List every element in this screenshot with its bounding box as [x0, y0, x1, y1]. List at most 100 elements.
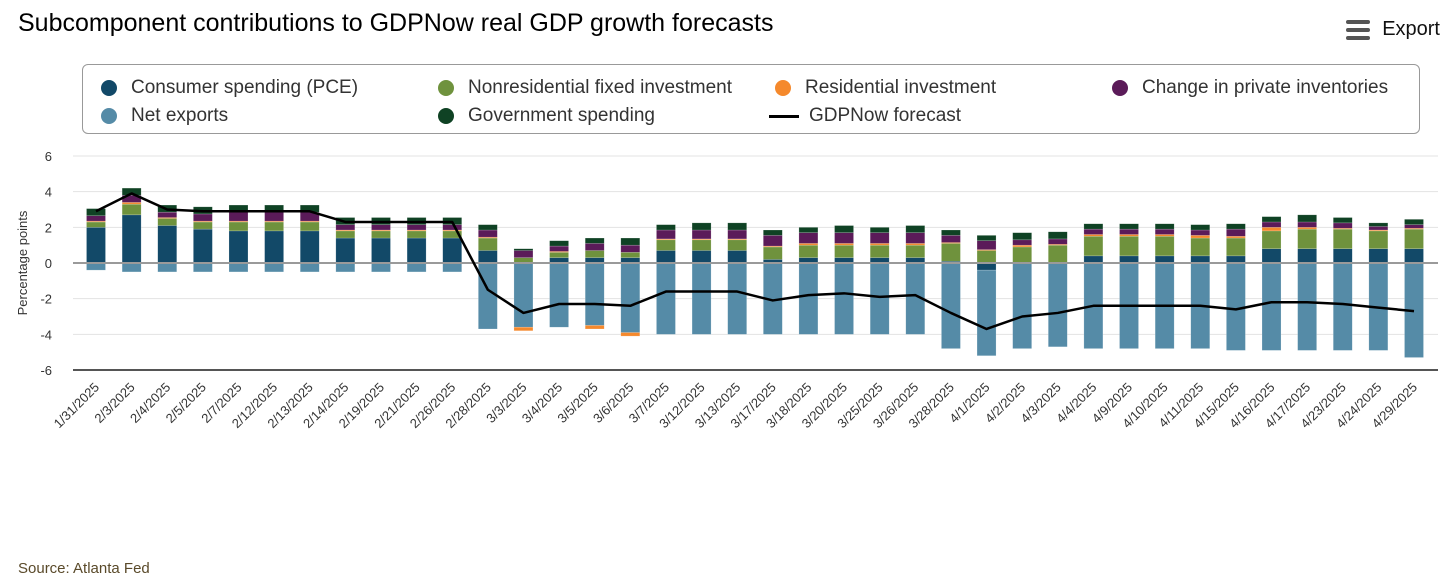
- y-tick-label: 6: [45, 149, 52, 164]
- bar-segment: [1190, 229, 1211, 236]
- bar-segment: [905, 243, 926, 246]
- legend-marker: [438, 108, 454, 124]
- legend-item-net-exports[interactable]: Net exports: [101, 105, 228, 127]
- bar-segment: [727, 229, 747, 240]
- bar-segment: [478, 262, 498, 330]
- bar-segment: [1261, 227, 1282, 232]
- bar-segment: [763, 235, 783, 247]
- legend-label: Consumer spending (PCE): [131, 77, 359, 98]
- legend-label: Government spending: [468, 105, 655, 126]
- legend-item-gdpnow[interactable]: GDPNow forecast: [769, 105, 961, 127]
- bar-segment: [1261, 221, 1282, 228]
- bar-segment: [834, 243, 854, 246]
- y-tick-label: -6: [40, 363, 52, 378]
- bar-segment: [157, 262, 177, 273]
- legend-item-residential[interactable]: Residential investment: [775, 77, 996, 99]
- bar-segment: [228, 262, 249, 273]
- bar-segment: [1012, 232, 1032, 241]
- bar-segment: [1154, 236, 1175, 257]
- bar-segment: [656, 239, 676, 251]
- bar-segment: [1404, 224, 1424, 229]
- bar-segment: [763, 246, 783, 260]
- legend-item-pce[interactable]: Consumer spending (PCE): [101, 77, 358, 99]
- bar-segment: [905, 244, 926, 258]
- bar-segment: [513, 326, 534, 332]
- bar-segment: [1048, 238, 1068, 245]
- bar-segment: [1333, 228, 1353, 249]
- bar-segment: [1083, 236, 1104, 257]
- export-button[interactable]: Export: [1346, 18, 1440, 41]
- bar-segment: [406, 230, 427, 239]
- bar-segment: [1226, 236, 1246, 239]
- bar-segment: [264, 230, 284, 264]
- chart-legend: Consumer spending (PCE) Nonresidential f…: [82, 64, 1420, 134]
- bar-segment: [157, 218, 177, 226]
- bar-segment: [121, 187, 142, 196]
- legend-label: Change in private inventories: [1142, 77, 1389, 98]
- bar-segment: [478, 250, 498, 264]
- bar-segment: [834, 262, 854, 335]
- bar-segment: [157, 225, 177, 264]
- y-axis-title: Percentage points: [15, 210, 30, 315]
- bar-segment: [1012, 239, 1032, 246]
- bar-segment: [549, 262, 569, 328]
- bar-segment: [1404, 248, 1424, 264]
- legend-item-inventories[interactable]: Change in private inventories: [1112, 77, 1388, 99]
- bar-segment: [193, 221, 213, 230]
- bar-segment: [1154, 228, 1175, 235]
- bar-segment: [1154, 223, 1175, 230]
- legend-item-government[interactable]: Government spending: [438, 105, 655, 127]
- bar-segment: [371, 237, 391, 264]
- bar-segment: [1119, 236, 1139, 257]
- bar-segment: [228, 211, 249, 222]
- bar-segment: [1368, 230, 1389, 249]
- bar-segment: [1048, 244, 1068, 264]
- bar-segment: [620, 237, 641, 246]
- bar-segment: [941, 262, 961, 349]
- bar-segment: [834, 232, 854, 244]
- bar-segment: [905, 232, 926, 244]
- bar-segment: [371, 230, 391, 239]
- bar-segment: [691, 229, 712, 240]
- bar-segment: [193, 228, 213, 264]
- legend-label: GDPNow forecast: [809, 105, 962, 126]
- bar-segment: [691, 239, 712, 251]
- legend-item-nonresidential[interactable]: Nonresidential fixed investment: [438, 77, 732, 99]
- bar-segment: [513, 248, 534, 251]
- bar-segment: [513, 262, 534, 328]
- y-tick-label: 4: [45, 185, 52, 200]
- bar-segment: [86, 208, 106, 216]
- hamburger-menu-icon: [1346, 19, 1371, 40]
- bar-segment: [121, 203, 142, 216]
- y-tick-label: -4: [40, 327, 52, 342]
- bar-segment: [869, 243, 890, 246]
- legend-label: Residential investment: [805, 77, 997, 98]
- bar-segment: [549, 252, 569, 258]
- bar-segment: [941, 229, 961, 236]
- source-note: Source: Atlanta Fed: [18, 560, 150, 577]
- bar-segment: [478, 229, 498, 238]
- legend-line-marker: [769, 114, 799, 118]
- bar-segment: [1083, 223, 1104, 230]
- bar-segment: [549, 240, 569, 247]
- bar-segment: [157, 211, 177, 218]
- bar-segment: [335, 262, 356, 273]
- export-label: Export: [1382, 18, 1440, 40]
- bar-segment: [1368, 226, 1389, 231]
- bar-segment: [1048, 262, 1068, 348]
- bar-segment: [264, 211, 284, 222]
- bar-segment: [691, 222, 712, 231]
- y-tick-label: 0: [45, 256, 52, 271]
- bar-segment: [727, 239, 747, 251]
- bar-segment: [869, 232, 890, 244]
- legend-marker: [775, 80, 791, 96]
- bar-segment: [1083, 234, 1104, 237]
- bar-segment: [834, 225, 854, 233]
- bar-segment: [121, 202, 142, 205]
- bar-segment: [1119, 223, 1139, 230]
- bar-segment: [1226, 262, 1246, 351]
- bar-segment: [584, 243, 605, 251]
- bar-segment: [406, 262, 427, 273]
- bar-segment: [1404, 228, 1424, 249]
